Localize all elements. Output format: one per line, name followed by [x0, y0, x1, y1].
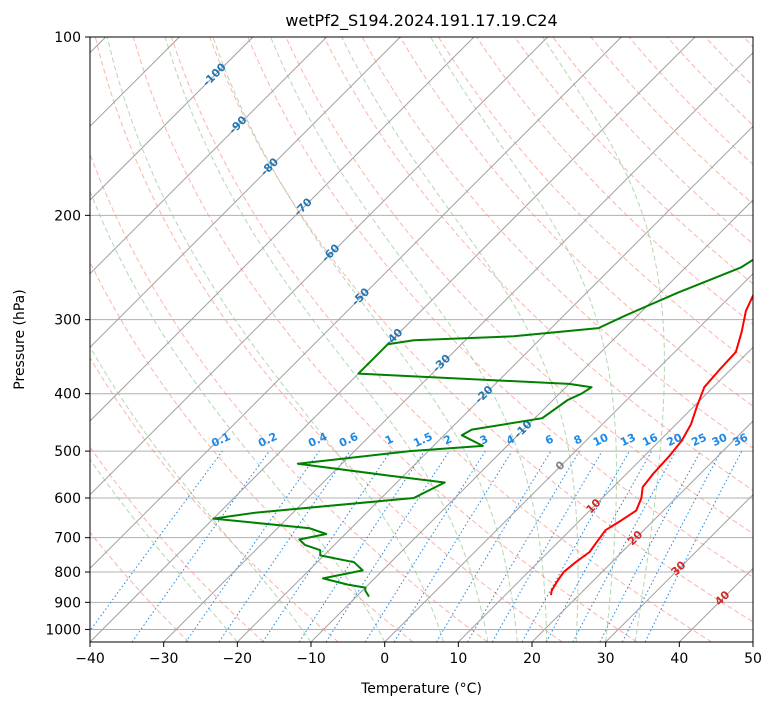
- x-tick-label: −20: [223, 651, 253, 667]
- moist-adiabat: [164, 37, 489, 642]
- x-tick-label: −10: [296, 651, 326, 667]
- plot-frame: [89, 36, 754, 643]
- moist-adiabat: [341, 37, 579, 642]
- y-tick-label: 800: [54, 565, 81, 581]
- isotherm-line: [90, 37, 622, 570]
- mixing-ratio-line: [185, 450, 320, 642]
- mixing-ratio-label: 10: [591, 431, 611, 449]
- dry-adiabat: [94, 37, 563, 642]
- mixing-ratio-line: [218, 450, 351, 642]
- sounding-profiles: [212, 258, 753, 598]
- dry-adiabat: [90, 356, 339, 642]
- isotherm-line: [384, 272, 753, 642]
- dry-adiabat: [132, 37, 638, 642]
- x-tick-label: 10: [449, 651, 467, 667]
- isotherm-line: [90, 37, 475, 422]
- mixing-ratio-lines: [90, 450, 743, 642]
- isotherm-line: [605, 493, 753, 642]
- dry-adiabat: [437, 37, 753, 366]
- y-tick-label: 1000: [45, 622, 81, 638]
- mixing-ratio-line: [644, 450, 743, 642]
- moist-adiabat: [90, 189, 386, 642]
- mixing-ratio-label: 13: [618, 431, 637, 449]
- dry-adiabat: [171, 37, 712, 642]
- moist-adiabat: [430, 37, 617, 642]
- y-axis-label: Pressure (hPa): [12, 289, 28, 389]
- x-axis-label: Temperature (°C): [360, 681, 482, 697]
- x-tick-label: −30: [149, 651, 179, 667]
- moist-adiabat: [212, 37, 518, 642]
- pressure-gridlines: [90, 37, 753, 630]
- isotherm-line: [457, 346, 753, 642]
- y-tick-label: 100: [54, 30, 81, 46]
- isotherm-line: [90, 37, 328, 275]
- x-tick-label: −40: [75, 651, 105, 667]
- dry-adiabat: [285, 37, 753, 535]
- mixing-ratio-label: 36: [731, 431, 751, 449]
- y-axis-ticks: 100 200 300 400 500 600 700 800 900 1000: [45, 30, 90, 638]
- mixing-ratio-line: [298, 450, 425, 642]
- x-tick-label: 30: [597, 651, 615, 667]
- mixing-ratio-line: [545, 450, 653, 642]
- mixing-ratio-line: [572, 450, 677, 642]
- mixing-ratio-line: [262, 450, 392, 642]
- dry-adiabat: [361, 37, 753, 449]
- dry-adiabat: [209, 37, 753, 623]
- chart-title: wetPf2_S194.2024.191.17.19.C24: [285, 11, 557, 31]
- isotherm-line: [90, 37, 254, 201]
- isotherm-line: [531, 420, 753, 642]
- mixing-ratio-line: [90, 450, 223, 632]
- isotherm-line: [163, 51, 753, 642]
- dry-adiabat: [399, 37, 753, 407]
- dewpoint-profile: [212, 258, 753, 598]
- dry-adiabat: [90, 531, 190, 642]
- x-tick-label: 0: [380, 651, 389, 667]
- isotherm-line: [310, 199, 753, 642]
- x-tick-label: 20: [523, 651, 541, 667]
- isotherm-line: [90, 37, 549, 496]
- plot-area: -100-90-80-70-60-50-40-30-20-10010203040…: [90, 37, 753, 642]
- dry-adiabat: [90, 446, 264, 642]
- dry-adiabats: [90, 37, 753, 642]
- y-tick-label: 900: [54, 595, 81, 611]
- x-axis-ticks: −40 −30 −20 −10 0 10 20 30 40 50: [75, 642, 762, 667]
- skewed-isotherms: [90, 37, 753, 642]
- y-tick-label: 200: [54, 208, 81, 224]
- mixing-ratio-label: 25: [689, 431, 708, 449]
- moist-adiabat: [90, 458, 238, 642]
- x-tick-label: 50: [744, 651, 762, 667]
- mixing-ratio-label: 16: [640, 431, 660, 449]
- moist-adiabat: [106, 37, 445, 642]
- y-tick-label: 300: [54, 313, 81, 329]
- y-tick-label: 600: [54, 491, 81, 507]
- y-tick-label: 500: [54, 444, 81, 460]
- isotherm-line: [236, 125, 753, 642]
- y-tick-label: 700: [54, 531, 81, 547]
- mixing-ratio-line: [131, 450, 270, 642]
- isotherm-line: [90, 37, 401, 349]
- mixing-ratio-label: 30: [710, 431, 730, 449]
- x-tick-label: 40: [670, 651, 688, 667]
- mixing-ratio-line: [325, 450, 450, 642]
- dry-adiabat: [247, 37, 753, 578]
- mixing-ratio-line: [521, 450, 630, 642]
- moist-adiabat: [542, 37, 665, 642]
- dry-adiabat: [514, 37, 753, 285]
- temperature-profile: [549, 293, 753, 596]
- y-tick-label: 400: [54, 387, 81, 403]
- dry-adiabat: [90, 152, 488, 642]
- mixing-ratio-line: [393, 450, 513, 642]
- isotherm-line: [90, 37, 696, 642]
